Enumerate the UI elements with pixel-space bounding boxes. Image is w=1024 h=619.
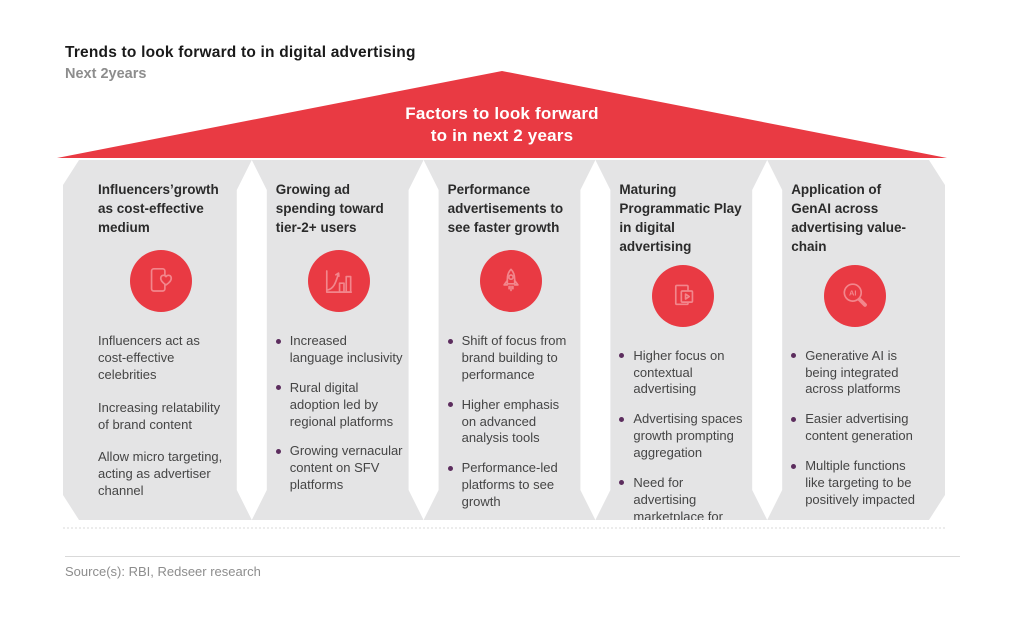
bullet-item: Easier advertising content generation: [791, 411, 918, 445]
rocket-icon: [480, 250, 542, 312]
source-note: Source(s): RBI, Redseer research: [65, 564, 261, 579]
pillar-column: Maturing Programmatic Play in digital ad…: [595, 160, 767, 520]
column-title: Growing ad spending toward tier-2+ users: [275, 182, 384, 236]
genai-search-icon: AI: [824, 265, 886, 327]
page-title: Trends to look forward to in digital adv…: [65, 44, 416, 61]
bullet-item: Higher emphasis on advanced analysis too…: [448, 397, 575, 448]
column-title: Performance advertisements to see faster…: [447, 182, 564, 236]
roof-triangle: [57, 71, 947, 158]
column-points: Influencers act as cost-effective celebr…: [98, 333, 225, 500]
bullet-item: Growing vernacular content on SFV platfo…: [276, 443, 403, 494]
svg-text:AI: AI: [849, 288, 857, 297]
bullet-item: Allow micro targeting, acting as adverti…: [98, 449, 223, 499]
bullet-item: Shift of focus from brand building to pe…: [448, 333, 575, 384]
column-points: Increased language inclusivity Rural digi…: [276, 333, 403, 494]
pillar-columns: Influencers’growth as cost-effective med…: [63, 160, 945, 520]
rocket-icon: [491, 261, 531, 301]
bullet-item: Higher focus on contextual advertising: [619, 348, 746, 399]
bullet-item: Increasing relatability of brand content: [98, 399, 221, 432]
bullet-item: Need for advertising marketplace for adv…: [619, 475, 746, 543]
growth-chart-icon: [308, 250, 370, 312]
footer-divider: [65, 556, 960, 557]
column-points: Higher focus on contextual advertising Ad…: [619, 348, 746, 543]
column-title: Influencers’growth as cost-effective med…: [98, 182, 219, 236]
roof-label-line1: Factors to look forward: [405, 104, 599, 123]
pillar-column: Performance advertisements to see faster…: [424, 160, 596, 520]
column-points: Shift of focus from brand building to pe…: [448, 333, 575, 511]
bullet-item: Rural digital adoption led by regional p…: [276, 380, 403, 431]
page-subtitle: Next 2years: [65, 66, 147, 82]
bullet-item: Increased language inclusivity: [276, 333, 403, 367]
column-title: Application of GenAI across advertising …: [791, 182, 906, 255]
pillar-column: Influencers’growth as cost-effective med…: [63, 160, 252, 520]
roof-label: Factors to look forward to in next 2 yea…: [302, 103, 702, 147]
bullet-item: Advertising spaces growth prompting aggr…: [619, 411, 746, 462]
column-title: Maturing Programmatic Play in digital ad…: [619, 182, 742, 255]
pillar-column: Application of GenAI across advertising …: [767, 160, 945, 520]
programmatic-play-icon: [652, 265, 714, 327]
bullet-item: Multiple functions like targeting to be …: [791, 458, 918, 509]
influencer-heart-icon: [130, 250, 192, 312]
programmatic-play-icon: [663, 276, 703, 316]
bullet-item: Generative AI is being integrated across…: [791, 348, 918, 399]
column-points: Generative AI is being integrated across…: [791, 348, 918, 509]
bullet-item: Performance-led platforms to see growth: [448, 460, 575, 511]
genai-search-icon: AI: [835, 276, 875, 316]
pillar-column: Growing ad spending toward tier-2+ users…: [252, 160, 424, 520]
influencer-heart-icon: [141, 261, 181, 301]
roof-label-line2: to in next 2 years: [430, 126, 574, 146]
growth-chart-icon: [319, 261, 359, 301]
bullet-item: Influencers act as cost-effective celebr…: [98, 333, 200, 382]
pillar-base-dotted-line: [63, 527, 945, 529]
